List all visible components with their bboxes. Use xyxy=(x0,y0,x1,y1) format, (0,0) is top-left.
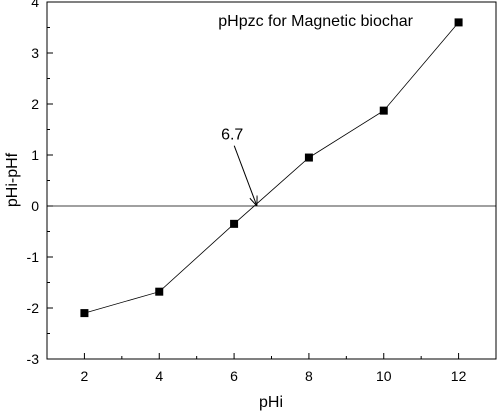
y-tick-label: 2 xyxy=(31,96,39,112)
x-tick-label: 12 xyxy=(451,368,467,384)
annotation-arrow xyxy=(233,145,256,205)
y-tick-label: -2 xyxy=(27,300,40,316)
y-tick-label: 4 xyxy=(31,0,39,10)
data-point xyxy=(304,153,313,162)
data-point xyxy=(230,219,239,228)
data-point xyxy=(454,18,463,27)
series-line xyxy=(84,22,459,314)
x-tick-label: 2 xyxy=(81,368,89,384)
series-group xyxy=(80,18,463,318)
y-tick-label: 0 xyxy=(31,198,39,214)
x-tick-label: 8 xyxy=(305,368,313,384)
y-tick-label: -1 xyxy=(27,249,40,265)
plot-frame xyxy=(46,1,497,360)
chart-title: pHpzc for Magnetic biochar xyxy=(218,13,413,30)
data-point xyxy=(80,309,89,318)
data-point xyxy=(155,287,164,296)
y-tick-label: 3 xyxy=(31,45,39,61)
y-tick-label: -3 xyxy=(27,351,40,367)
x-axis-label: pHi xyxy=(259,394,283,411)
y-axis-label: pHi-pHf xyxy=(4,152,21,207)
y-tick-label: 1 xyxy=(31,147,39,163)
x-tick-label: 6 xyxy=(230,368,238,384)
annotation-label: 6.7 xyxy=(221,127,243,144)
annotation-group: 6.7 xyxy=(221,127,256,205)
x-tick-label: 10 xyxy=(376,368,392,384)
data-point xyxy=(379,106,388,115)
x-tick-label: 4 xyxy=(155,368,163,384)
